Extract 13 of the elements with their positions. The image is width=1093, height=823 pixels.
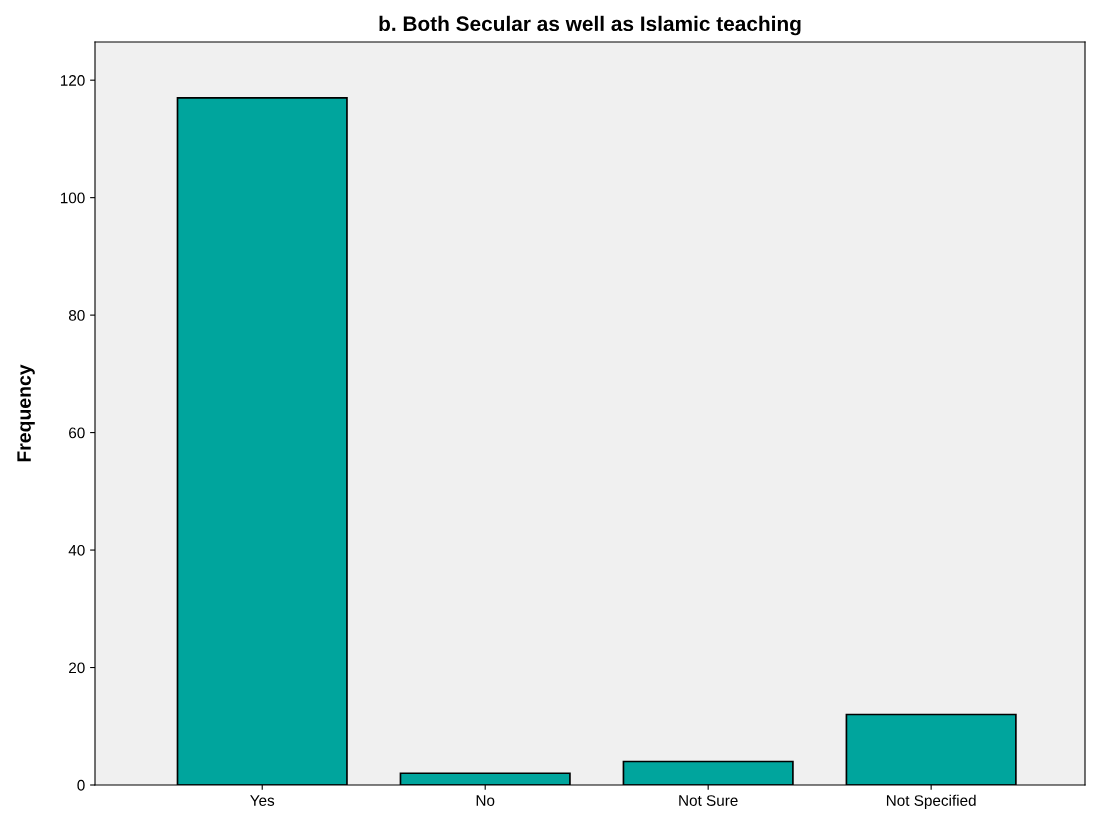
x-tick-label: Yes <box>250 795 275 806</box>
y-tick-label: 120 <box>60 75 85 86</box>
y-tick-label: 20 <box>69 662 85 674</box>
chart-title: b. Both Secular as well as Islamic teaching <box>379 15 801 36</box>
y-axis-title: Frequency <box>17 364 35 462</box>
x-tick-label: No <box>476 795 495 806</box>
x-tick-label: Not Specified <box>886 794 976 809</box>
x-tick-label: Not Sure <box>679 795 738 806</box>
y-tick-label: 100 <box>60 192 85 204</box>
y-tick-label: 40 <box>68 544 85 556</box>
y-tick-label: 60 <box>69 427 85 439</box>
y-tick-label: 0 <box>77 779 85 791</box>
y-tick-label: 80 <box>68 309 85 321</box>
